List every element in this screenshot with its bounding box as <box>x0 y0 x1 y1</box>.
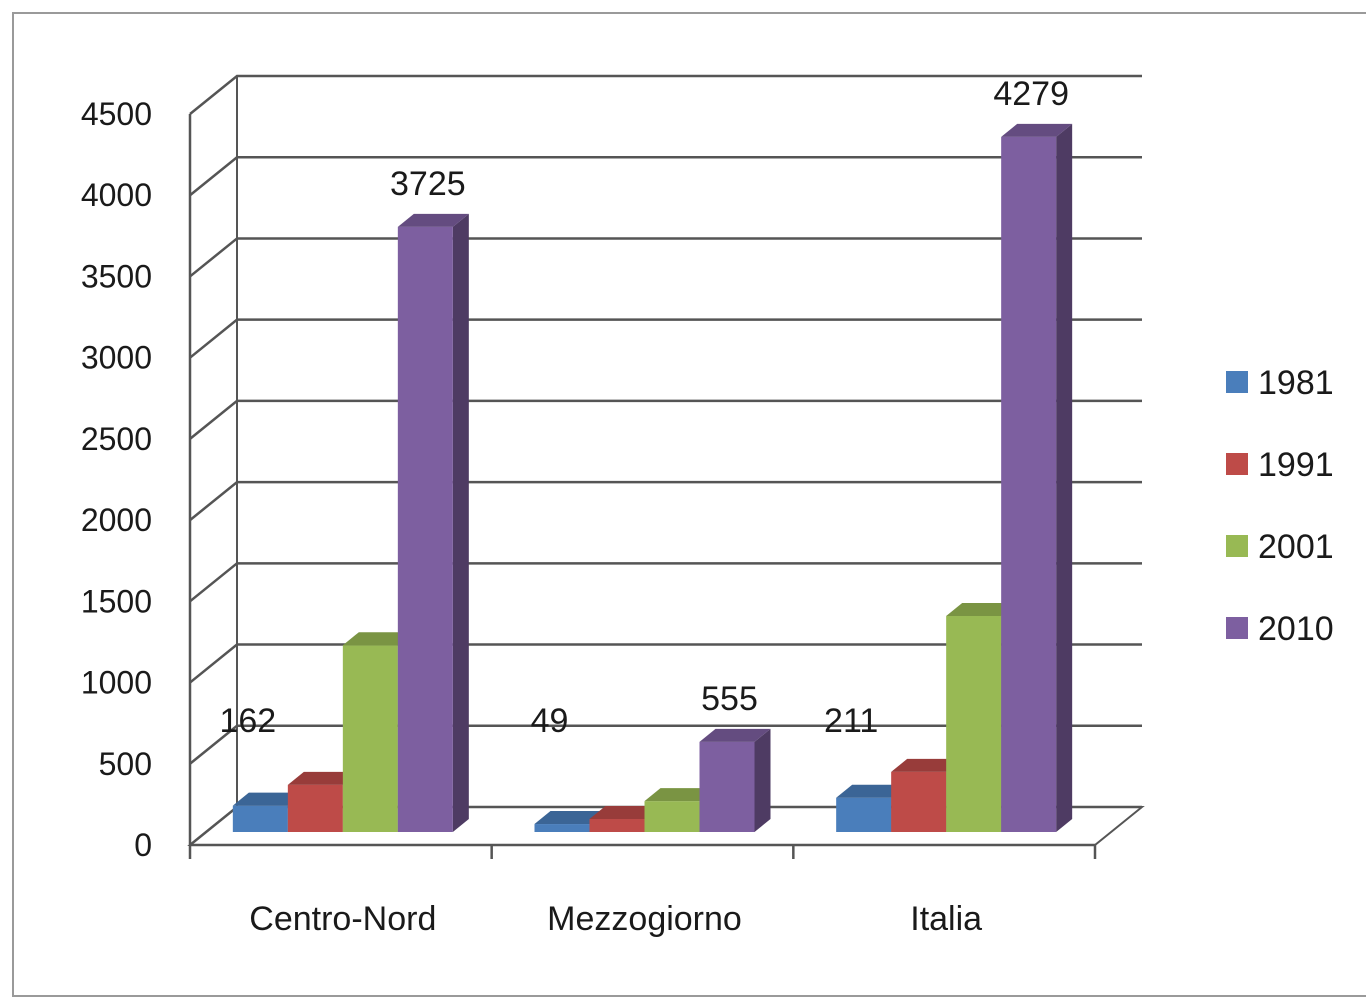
bars <box>232 123 1073 833</box>
bar-front <box>946 615 1002 832</box>
gridline <box>189 237 1142 278</box>
gridline <box>189 399 1142 440</box>
bar-2010-italia <box>1001 123 1073 833</box>
bar-top <box>397 213 469 227</box>
y-tick-label: 2500 <box>81 421 152 457</box>
bar-front <box>397 226 453 833</box>
data-label: 211 <box>824 702 878 740</box>
bar-front <box>1001 136 1057 833</box>
legend-label: 1991 <box>1258 446 1334 484</box>
bar-front <box>644 801 700 832</box>
gridline <box>189 155 1142 197</box>
y-axis-tick-labels: 0 500 1000 1500 2000 2500 3000 3500 4000 4500 <box>81 96 152 863</box>
bar-top <box>589 806 661 820</box>
y-tick-label: 3000 <box>81 340 152 376</box>
data-label: 49 <box>531 702 569 740</box>
bar-front <box>534 824 590 832</box>
x-category-label: Mezzogiorno <box>547 900 742 938</box>
data-label: 3725 <box>390 165 466 203</box>
x-axis-category-labels: Centro-Nord Mezzogiorno Italia <box>249 900 982 938</box>
data-label: 162 <box>219 702 276 740</box>
y-tick-label: 3500 <box>81 258 152 294</box>
gridline <box>189 562 1142 603</box>
bar-2010-centro-nord <box>397 213 469 833</box>
legend-item: 2010 <box>1226 610 1334 648</box>
gridline <box>189 480 1142 522</box>
bar-top <box>342 632 414 646</box>
bar-top <box>891 758 963 772</box>
legend-item: 1981 <box>1226 364 1334 402</box>
bar-top <box>644 788 716 802</box>
y-tick-label: 1500 <box>81 583 152 619</box>
bar-2001-centro-nord <box>342 632 414 832</box>
bar-top <box>836 784 908 798</box>
gridline <box>189 318 1142 359</box>
bar-2010-mezzogiorno <box>699 728 771 832</box>
legend-label: 2001 <box>1258 528 1334 566</box>
bar-front <box>342 645 398 832</box>
bar-top <box>232 792 304 806</box>
bar-top <box>1001 123 1073 137</box>
legend-item: 2001 <box>1226 528 1334 566</box>
bar-front <box>699 741 755 832</box>
axes <box>188 76 1097 859</box>
legend-swatch <box>1226 535 1248 557</box>
bar-front <box>836 797 892 832</box>
legend: 1981 1991 2001 2010 <box>1226 364 1334 648</box>
bar-front <box>589 819 645 832</box>
y-tick-label: 2000 <box>81 502 152 538</box>
bar-top <box>699 728 771 742</box>
bar-side <box>754 728 771 832</box>
bar-front <box>287 784 343 832</box>
bar-front <box>891 771 947 832</box>
x-category-label: Italia <box>910 900 982 938</box>
x-category-label: Centro-Nord <box>249 900 436 938</box>
y-tick-label: 1000 <box>81 665 152 701</box>
data-labels: 162 3725 49 555 211 4279 <box>219 75 1069 740</box>
data-label: 4279 <box>993 75 1069 113</box>
legend-swatch <box>1226 617 1248 639</box>
legend-item: 1991 <box>1226 446 1334 484</box>
data-label: 555 <box>701 680 758 718</box>
bar-side <box>1056 123 1073 833</box>
bar-top <box>946 602 1018 616</box>
bar-top <box>534 811 606 825</box>
legend-label: 2010 <box>1258 610 1334 648</box>
legend-swatch <box>1226 453 1248 475</box>
legend-swatch <box>1226 371 1248 393</box>
y-tick-label: 0 <box>134 827 152 863</box>
y-tick-label: 4500 <box>81 96 152 132</box>
y-tick-label: 4000 <box>81 177 152 213</box>
bar-side <box>452 213 469 833</box>
bar-top <box>287 771 359 785</box>
legend-label: 1981 <box>1258 364 1334 402</box>
y-tick-label: 500 <box>99 746 152 782</box>
bar-front <box>232 805 288 832</box>
